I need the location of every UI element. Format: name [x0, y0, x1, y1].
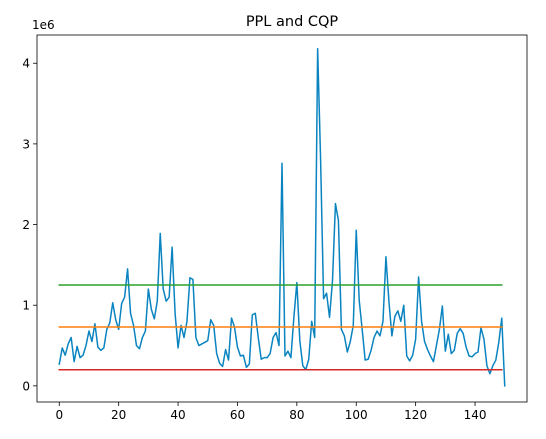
y-tick-label: 4: [22, 57, 30, 71]
x-tick-label: 0: [55, 408, 63, 422]
y-tick-label: 0: [22, 379, 30, 393]
y-tick-label: 2: [22, 218, 30, 232]
x-tick-label: 120: [404, 408, 427, 422]
chart-title: PPL and CQP: [246, 14, 339, 30]
x-tick-label: 60: [230, 408, 245, 422]
series-group: [58, 47, 506, 387]
axes: 0 20 40 60 80 100 120 140 0 1 2 3 4: [22, 57, 486, 422]
plot-frame: [36, 34, 528, 403]
x-tick-label: 100: [345, 408, 368, 422]
y-tick-label: 3: [22, 137, 30, 151]
x-tick-label: 80: [289, 408, 304, 422]
series-line-0: [58, 47, 506, 387]
y-tick-label: 1: [22, 299, 30, 313]
y-offset-label: 1e6: [32, 18, 55, 32]
x-tick-label: 140: [464, 408, 487, 422]
x-tick-label: 20: [111, 408, 126, 422]
x-tick-label: 40: [170, 408, 185, 422]
